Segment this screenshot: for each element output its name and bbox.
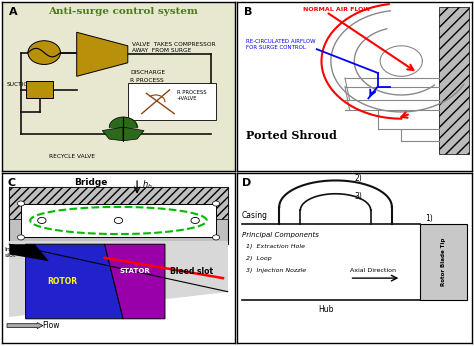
Circle shape (28, 41, 61, 64)
Polygon shape (123, 127, 144, 141)
Text: DISCHARGE: DISCHARGE (130, 70, 165, 74)
Text: C: C (7, 178, 15, 188)
Text: R PROCESS
+VALVE: R PROCESS +VALVE (176, 90, 206, 101)
Text: Hub: Hub (319, 305, 334, 314)
Text: 1): 1) (425, 214, 432, 223)
Circle shape (18, 201, 25, 206)
Bar (9, 186, 228, 219)
Text: D: D (242, 178, 251, 188)
Text: 1)  Extraction Hole: 1) Extraction Hole (246, 244, 305, 249)
Bar (21, 203, 216, 237)
Polygon shape (77, 32, 128, 76)
Polygon shape (102, 127, 123, 141)
Text: RE-CIRCULATED AIRFLOW
FOR SURGE CONTROL: RE-CIRCULATED AIRFLOW FOR SURGE CONTROL (246, 39, 316, 50)
Bar (26, 81, 54, 98)
Circle shape (37, 217, 46, 224)
Polygon shape (105, 244, 165, 319)
Circle shape (212, 235, 219, 240)
Text: 2): 2) (354, 174, 362, 183)
Text: NORMAL AIR FLOW: NORMAL AIR FLOW (303, 7, 370, 12)
Text: Bleed slot: Bleed slot (170, 267, 213, 276)
Text: Ported Shroud: Ported Shroud (246, 130, 337, 141)
FancyArrow shape (7, 322, 43, 329)
Text: VALVE  TAKES COMPRESSOR
AWAY  FROM SURGE: VALVE TAKES COMPRESSOR AWAY FROM SURGE (132, 42, 216, 53)
Bar (128, 83, 216, 120)
Text: Injection
slot: Injection slot (5, 247, 32, 258)
Circle shape (212, 201, 219, 206)
Text: RECYCLE VALVE: RECYCLE VALVE (49, 154, 95, 159)
Text: B: B (244, 7, 253, 17)
Text: Anti-surge control system: Anti-surge control system (48, 7, 198, 16)
Text: 3): 3) (354, 192, 362, 201)
Bar (439, 7, 469, 154)
Text: R PROCESS: R PROCESS (130, 78, 164, 83)
Text: STATOR: STATOR (119, 268, 150, 274)
Circle shape (114, 217, 123, 224)
Text: $h_b$: $h_b$ (142, 178, 153, 191)
Circle shape (18, 235, 25, 240)
Text: Casing: Casing (242, 211, 268, 220)
Text: 2)  Loop: 2) Loop (246, 256, 272, 261)
Polygon shape (9, 241, 228, 317)
Text: Flow: Flow (42, 321, 59, 330)
Text: Axial Direction: Axial Direction (350, 268, 396, 273)
Polygon shape (9, 244, 49, 261)
Text: Bridge: Bridge (74, 178, 107, 187)
Bar (9, 186, 228, 244)
Text: 3)  Injection Nozzle: 3) Injection Nozzle (246, 268, 307, 273)
Text: Rotor Blade Tip: Rotor Blade Tip (441, 238, 446, 286)
Text: A: A (9, 7, 18, 17)
Text: SUCTION: SUCTION (7, 82, 34, 87)
Text: ROTOR: ROTOR (48, 277, 78, 286)
Polygon shape (26, 244, 123, 319)
Bar (420, 224, 467, 300)
Circle shape (191, 217, 200, 224)
Text: Principal Components: Principal Components (242, 233, 319, 238)
